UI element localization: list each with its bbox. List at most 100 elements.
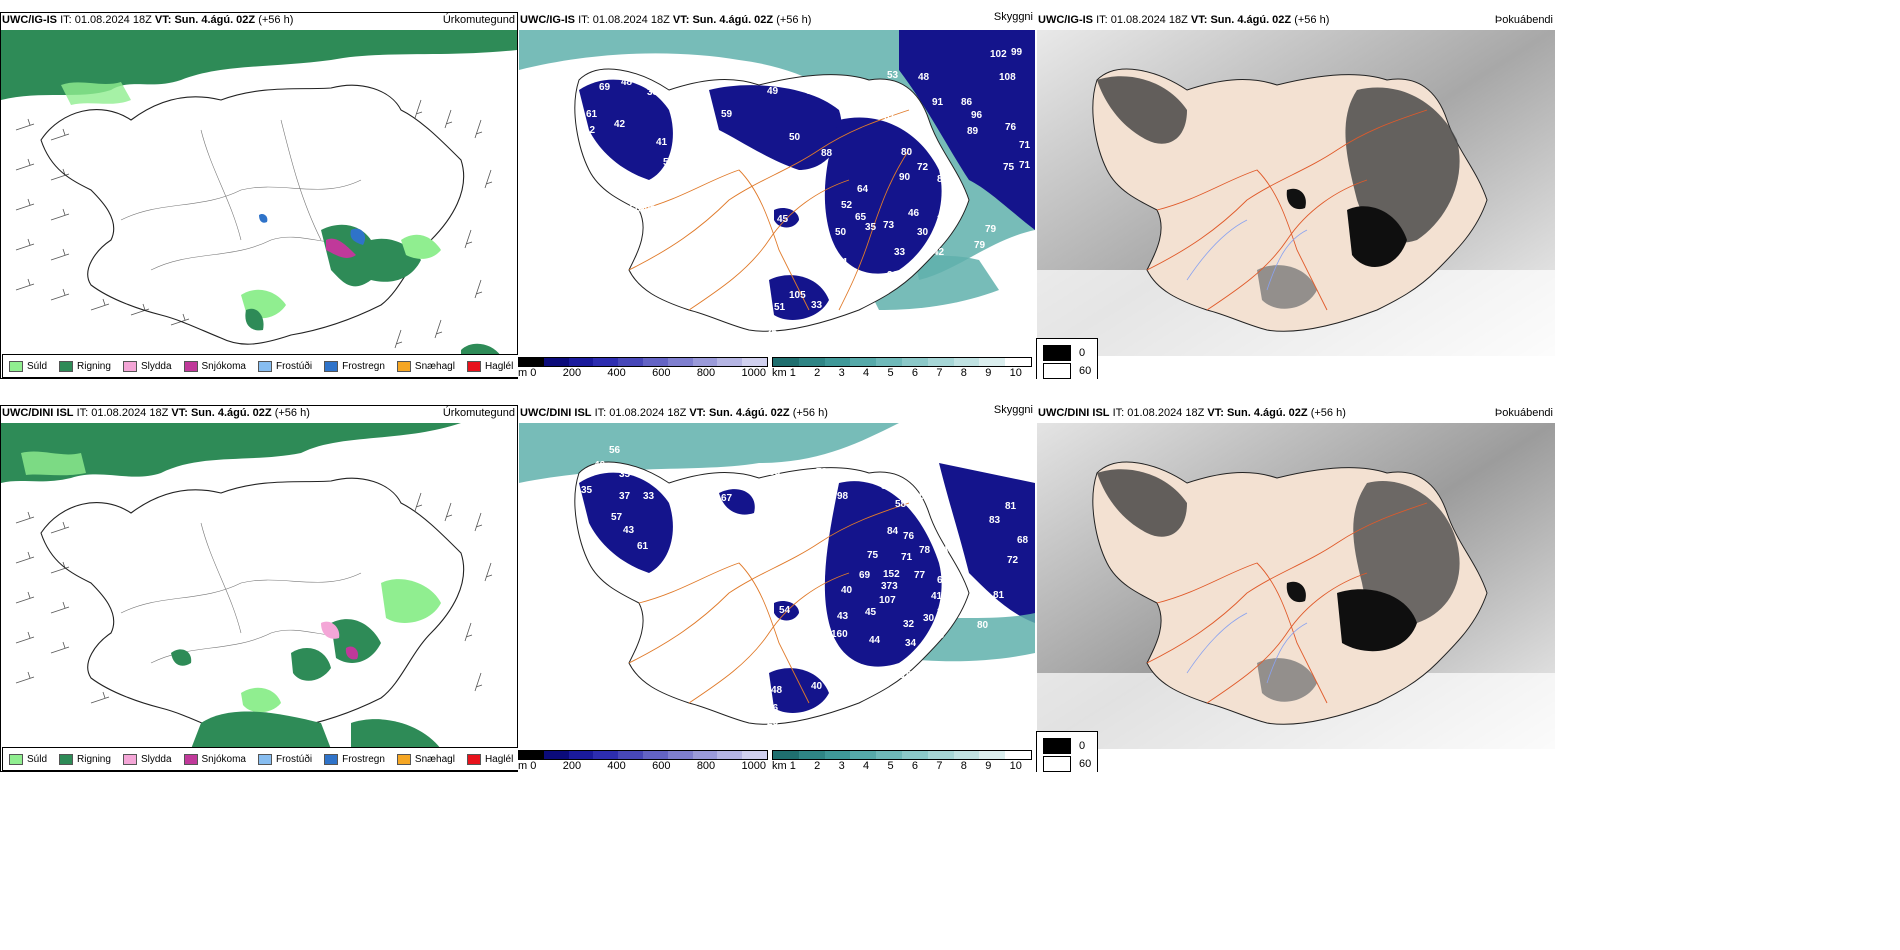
- panel-header: UWC/DINI ISL IT: 01.08.2024 18Z VT: Sun.…: [520, 407, 828, 419]
- height-swatch: [717, 358, 743, 366]
- vis-label: 54: [886, 82, 898, 93]
- vis-label: 80: [977, 620, 989, 631]
- height-swatch: [642, 751, 668, 759]
- it-value: 01.08.2024 18Z: [609, 407, 687, 419]
- vis-label: 41: [656, 137, 668, 148]
- vis-swatch: [901, 358, 928, 366]
- vis-label: 84: [887, 526, 899, 537]
- vis-label: 38: [937, 214, 949, 225]
- vt-value: Sun. 4.ágú. 02Z: [708, 407, 790, 419]
- vis-label: 98: [837, 491, 849, 502]
- height-swatch: [618, 751, 643, 759]
- visibility-ticks: km 1 2 3 4 5 6 7 8 9 10: [772, 367, 1022, 379]
- legend-swatch: [122, 360, 137, 372]
- legend-swatch: [324, 360, 339, 372]
- fog-swatch: [1043, 738, 1071, 754]
- vis-label: 35: [581, 485, 593, 496]
- vis-label: 85: [881, 481, 893, 492]
- vis-label: 31: [887, 270, 899, 281]
- height-swatch: [667, 751, 693, 759]
- height-swatch: [642, 358, 668, 366]
- legend-item-snjokoma: Snjókoma: [183, 753, 246, 765]
- fog-legend: 0 60: [1036, 731, 1099, 772]
- vis-label: 71: [1019, 140, 1031, 151]
- height-swatch: [742, 751, 767, 759]
- it-label: IT:: [76, 407, 89, 419]
- legend-swatch: [257, 753, 272, 765]
- vt-label: VT:: [1190, 14, 1208, 26]
- vis-label: 65: [943, 533, 955, 544]
- vis-swatch: [798, 358, 825, 366]
- vis-label: 42: [933, 247, 945, 258]
- precip-map: [1, 30, 517, 356]
- vis-label: 92: [764, 159, 776, 170]
- height-swatch: [593, 751, 619, 759]
- vis-label: 35: [619, 469, 631, 480]
- legend-item-snaehagl: Snæhagl: [396, 753, 455, 765]
- height-swatch: [543, 358, 569, 366]
- vis-label: 77: [911, 463, 923, 474]
- vis-label: 88: [821, 148, 833, 159]
- vis-label: 26: [767, 703, 779, 714]
- vis-label: 46: [594, 460, 606, 471]
- vis-swatch: [824, 751, 851, 759]
- vis-label: 81: [993, 590, 1005, 601]
- vis-label: 59: [721, 109, 733, 120]
- vis-swatch: [979, 358, 1006, 366]
- vis-label: 73: [883, 220, 895, 231]
- vis-label: 49: [745, 695, 757, 706]
- vis-label: 108: [999, 72, 1016, 83]
- vis-label: 23: [867, 440, 879, 451]
- vis-label: 68: [1017, 535, 1029, 546]
- vt-value: Sun. 4.ágú. 02Z: [190, 407, 272, 419]
- lead-time: (+56 h): [1294, 14, 1330, 26]
- fog-legend: 0 60: [1036, 338, 1099, 379]
- visibility-labels: 56 46 35 35 37 33 57 43 61 67 53 72 91 9…: [581, 431, 1029, 728]
- roads: [628, 109, 910, 311]
- legend-swatch: [59, 753, 74, 765]
- vis-label: 65: [855, 212, 867, 223]
- vis-label: 83: [989, 515, 1001, 526]
- vis-label: 89: [593, 202, 605, 213]
- vis-label: 90: [899, 172, 911, 183]
- fog-swatch: [1043, 756, 1071, 772]
- lead-time: (+56 h): [274, 407, 310, 419]
- vis-label: 53: [769, 467, 781, 478]
- precip-panel-row1: UWC/IG-IS IT: 01.08.2024 18Z VT: Sun. 4.…: [0, 12, 518, 379]
- roads: [1146, 502, 1428, 704]
- model-label: UWC/IG-IS: [1038, 14, 1093, 26]
- lead-time: (+56 h): [258, 14, 294, 26]
- vt-label: VT:: [171, 407, 188, 419]
- model-label: UWC/DINI ISL: [1038, 407, 1110, 419]
- height-ticks: m 0 200 400 600 800 1000: [518, 760, 766, 772]
- visibility-colorbar: km 1 2 3 4 5 6 7 8 9 10: [772, 749, 1034, 772]
- vis-label: 77: [914, 570, 926, 581]
- vis-label: 316: [895, 670, 912, 681]
- model-label: UWC/IG-IS: [2, 14, 57, 26]
- vis-label: 46: [908, 208, 920, 219]
- vis-label: 02: [707, 587, 719, 598]
- legend-swatch: [466, 360, 481, 372]
- precip-legend: Súld Rigning Slydda Snjókoma Frostúði Fr…: [2, 354, 518, 378]
- cloud-panel-row1: UWC/IG-IS IT: 01.08.2024 18Z VT: Sun. 4.…: [1036, 12, 1556, 379]
- it-label: IT:: [1096, 14, 1108, 26]
- vis-label: 105: [789, 290, 806, 301]
- vis-swatch: [850, 751, 877, 759]
- vis-label: 42: [614, 119, 626, 130]
- vis-label: 40: [841, 585, 853, 596]
- vis-swatch: [927, 358, 954, 366]
- cloud-panel-row2: UWC/DINI ISL IT: 01.08.2024 18Z VT: Sun.…: [1036, 405, 1556, 772]
- height-swatch: [593, 358, 619, 366]
- fog-legend-row: 60: [1043, 756, 1091, 772]
- vis-label: 48: [621, 77, 633, 88]
- vis-swatch: [773, 751, 799, 759]
- vis-swatch: [850, 358, 877, 366]
- visibility-colorbar: km 1 2 3 4 5 6 7 8 9 10: [772, 356, 1034, 379]
- vis-label: 30: [581, 577, 593, 588]
- lead-time: (+56 h): [792, 407, 828, 419]
- height-unit: m: [518, 760, 528, 772]
- vis-label: 58: [889, 443, 901, 454]
- vis-label: 12: [584, 125, 596, 136]
- vis-label: 94: [937, 545, 949, 556]
- vis-label: 51: [774, 302, 786, 313]
